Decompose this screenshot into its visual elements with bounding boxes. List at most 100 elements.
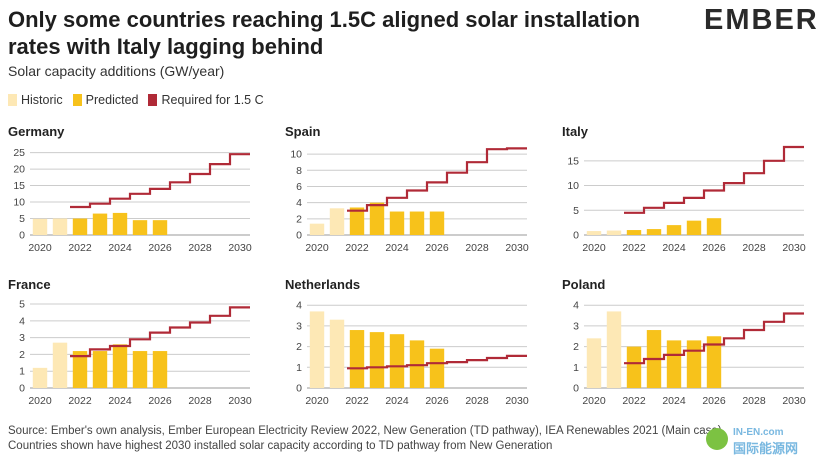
predicted-bar bbox=[626, 346, 642, 388]
y-tick-label: 2 bbox=[296, 213, 302, 225]
predicted-bar bbox=[112, 344, 128, 388]
historic-bar bbox=[309, 223, 325, 235]
historic-bar bbox=[606, 230, 622, 235]
historic-bar bbox=[309, 311, 325, 388]
historic-bar bbox=[586, 231, 602, 235]
panel-title: Poland bbox=[562, 277, 606, 292]
x-tick-label: 2028 bbox=[465, 242, 489, 254]
y-tick-label: 5 bbox=[19, 213, 25, 225]
predicted-bar bbox=[389, 334, 405, 388]
x-tick-label: 2020 bbox=[305, 395, 329, 407]
y-tick-label: 1 bbox=[573, 362, 579, 374]
predicted-bar bbox=[349, 207, 365, 235]
predicted-bar bbox=[706, 218, 722, 235]
x-tick-label: 2028 bbox=[465, 395, 489, 407]
legend: Historic Predicted Required for 1.5 C bbox=[8, 93, 264, 107]
predicted-bar bbox=[369, 332, 385, 388]
x-tick-label: 2026 bbox=[702, 395, 726, 407]
x-tick-label: 2024 bbox=[662, 395, 686, 407]
y-tick-label: 0 bbox=[573, 230, 579, 242]
x-tick-label: 2022 bbox=[622, 242, 646, 254]
x-tick-label: 2026 bbox=[148, 395, 172, 407]
x-tick-label: 2024 bbox=[385, 242, 409, 254]
y-tick-label: 2 bbox=[19, 349, 25, 361]
x-tick-label: 2020 bbox=[582, 395, 606, 407]
predicted-bar bbox=[72, 351, 88, 388]
predicted-bar bbox=[646, 229, 662, 235]
note-line: Countries shown have highest 2030 instal… bbox=[8, 440, 553, 452]
legend-item-predicted: Predicted bbox=[72, 93, 138, 107]
panel-title: Netherlands bbox=[285, 277, 361, 292]
predicted-bar bbox=[369, 202, 385, 235]
panel-spain: Spain 0 2 4 6 8 10 2020 2022 2024 2026 2028 2030 bbox=[285, 124, 535, 259]
historic-bar bbox=[586, 338, 602, 388]
y-tick-label: 4 bbox=[296, 197, 302, 209]
historic-bar bbox=[32, 218, 48, 235]
panel-chart: 0 5 10 15 20 25 2020 2022 2024 2026 2028 2030 bbox=[13, 147, 252, 254]
required-step-line bbox=[347, 147, 527, 212]
predicted-bar bbox=[92, 213, 108, 235]
predicted-bar bbox=[132, 351, 148, 388]
x-tick-label: 2026 bbox=[148, 242, 172, 254]
y-tick-label: 4 bbox=[573, 300, 579, 312]
predicted-bar bbox=[112, 212, 128, 235]
panel-title: Germany bbox=[8, 124, 65, 139]
y-tick-label: 5 bbox=[573, 205, 579, 217]
panel-title: Italy bbox=[562, 124, 589, 139]
x-tick-label: 2028 bbox=[742, 395, 766, 407]
x-tick-label: 2022 bbox=[68, 242, 92, 254]
chart-title: Only some countries reaching 1.5C aligne… bbox=[8, 7, 641, 59]
y-tick-label: 10 bbox=[13, 197, 25, 209]
y-tick-label: 0 bbox=[19, 383, 25, 395]
y-tick-label: 3 bbox=[296, 320, 302, 332]
y-tick-label: 5 bbox=[19, 299, 25, 311]
x-tick-label: 2022 bbox=[622, 395, 646, 407]
y-tick-label: 2 bbox=[573, 341, 579, 353]
legend-swatch-predicted bbox=[72, 94, 82, 106]
y-tick-label: 6 bbox=[296, 181, 302, 193]
predicted-bar bbox=[686, 340, 702, 388]
panel-chart: 0 5 10 15 2020 2022 2024 2026 2028 2030 bbox=[567, 145, 806, 254]
required-step-line bbox=[70, 153, 250, 209]
panel-france: France 0 1 2 3 4 5 2020 2022 2024 2026 2028 2030 bbox=[8, 277, 258, 412]
x-tick-label: 2026 bbox=[425, 395, 449, 407]
historic-bar bbox=[606, 311, 622, 388]
historic-bar bbox=[329, 319, 345, 388]
y-tick-label: 15 bbox=[13, 180, 25, 192]
required-step-line bbox=[347, 354, 527, 370]
legend-swatch-required bbox=[148, 94, 158, 106]
x-tick-label: 2020 bbox=[28, 395, 52, 407]
required-step-line bbox=[70, 306, 250, 358]
watermark-leaf-icon bbox=[706, 428, 728, 450]
y-tick-label: 4 bbox=[296, 300, 302, 312]
predicted-bar bbox=[686, 220, 702, 235]
historic-bar bbox=[52, 342, 68, 388]
legend-item-required: Required for 1.5 C bbox=[148, 93, 264, 107]
watermark-text-en: IN-EN.com bbox=[733, 427, 784, 438]
panel-chart: 0 1 2 3 4 5 2020 2022 2024 2026 2028 2030 bbox=[19, 299, 252, 407]
y-tick-label: 0 bbox=[19, 230, 25, 242]
in-en-watermark: IN-EN.com 国际能源网 bbox=[706, 427, 798, 457]
panel-chart: 0 1 2 3 4 2020 2022 2024 2026 2028 2030 bbox=[296, 300, 529, 407]
y-tick-label: 3 bbox=[573, 320, 579, 332]
panel-italy: Italy 0 5 10 15 2020 2022 2024 2026 2028 2030 bbox=[562, 124, 812, 259]
x-tick-label: 2024 bbox=[385, 395, 409, 407]
chart-subtitle: Solar capacity additions (GW/year) bbox=[8, 63, 225, 79]
y-tick-label: 25 bbox=[13, 147, 25, 159]
legend-label-historic: Historic bbox=[21, 93, 63, 107]
x-tick-label: 2028 bbox=[188, 395, 212, 407]
y-tick-label: 1 bbox=[19, 366, 25, 378]
predicted-bar bbox=[409, 211, 425, 235]
panel-title: France bbox=[8, 277, 51, 292]
predicted-bar bbox=[429, 348, 445, 388]
predicted-bar bbox=[666, 225, 682, 235]
y-tick-label: 2 bbox=[296, 341, 302, 353]
historic-bar bbox=[52, 218, 68, 235]
legend-label-required: Required for 1.5 C bbox=[161, 93, 264, 107]
y-tick-label: 10 bbox=[290, 149, 302, 161]
x-tick-label: 2030 bbox=[782, 242, 806, 254]
x-tick-label: 2026 bbox=[425, 242, 449, 254]
y-tick-label: 0 bbox=[296, 383, 302, 395]
x-tick-label: 2030 bbox=[228, 242, 252, 254]
y-tick-label: 0 bbox=[573, 383, 579, 395]
